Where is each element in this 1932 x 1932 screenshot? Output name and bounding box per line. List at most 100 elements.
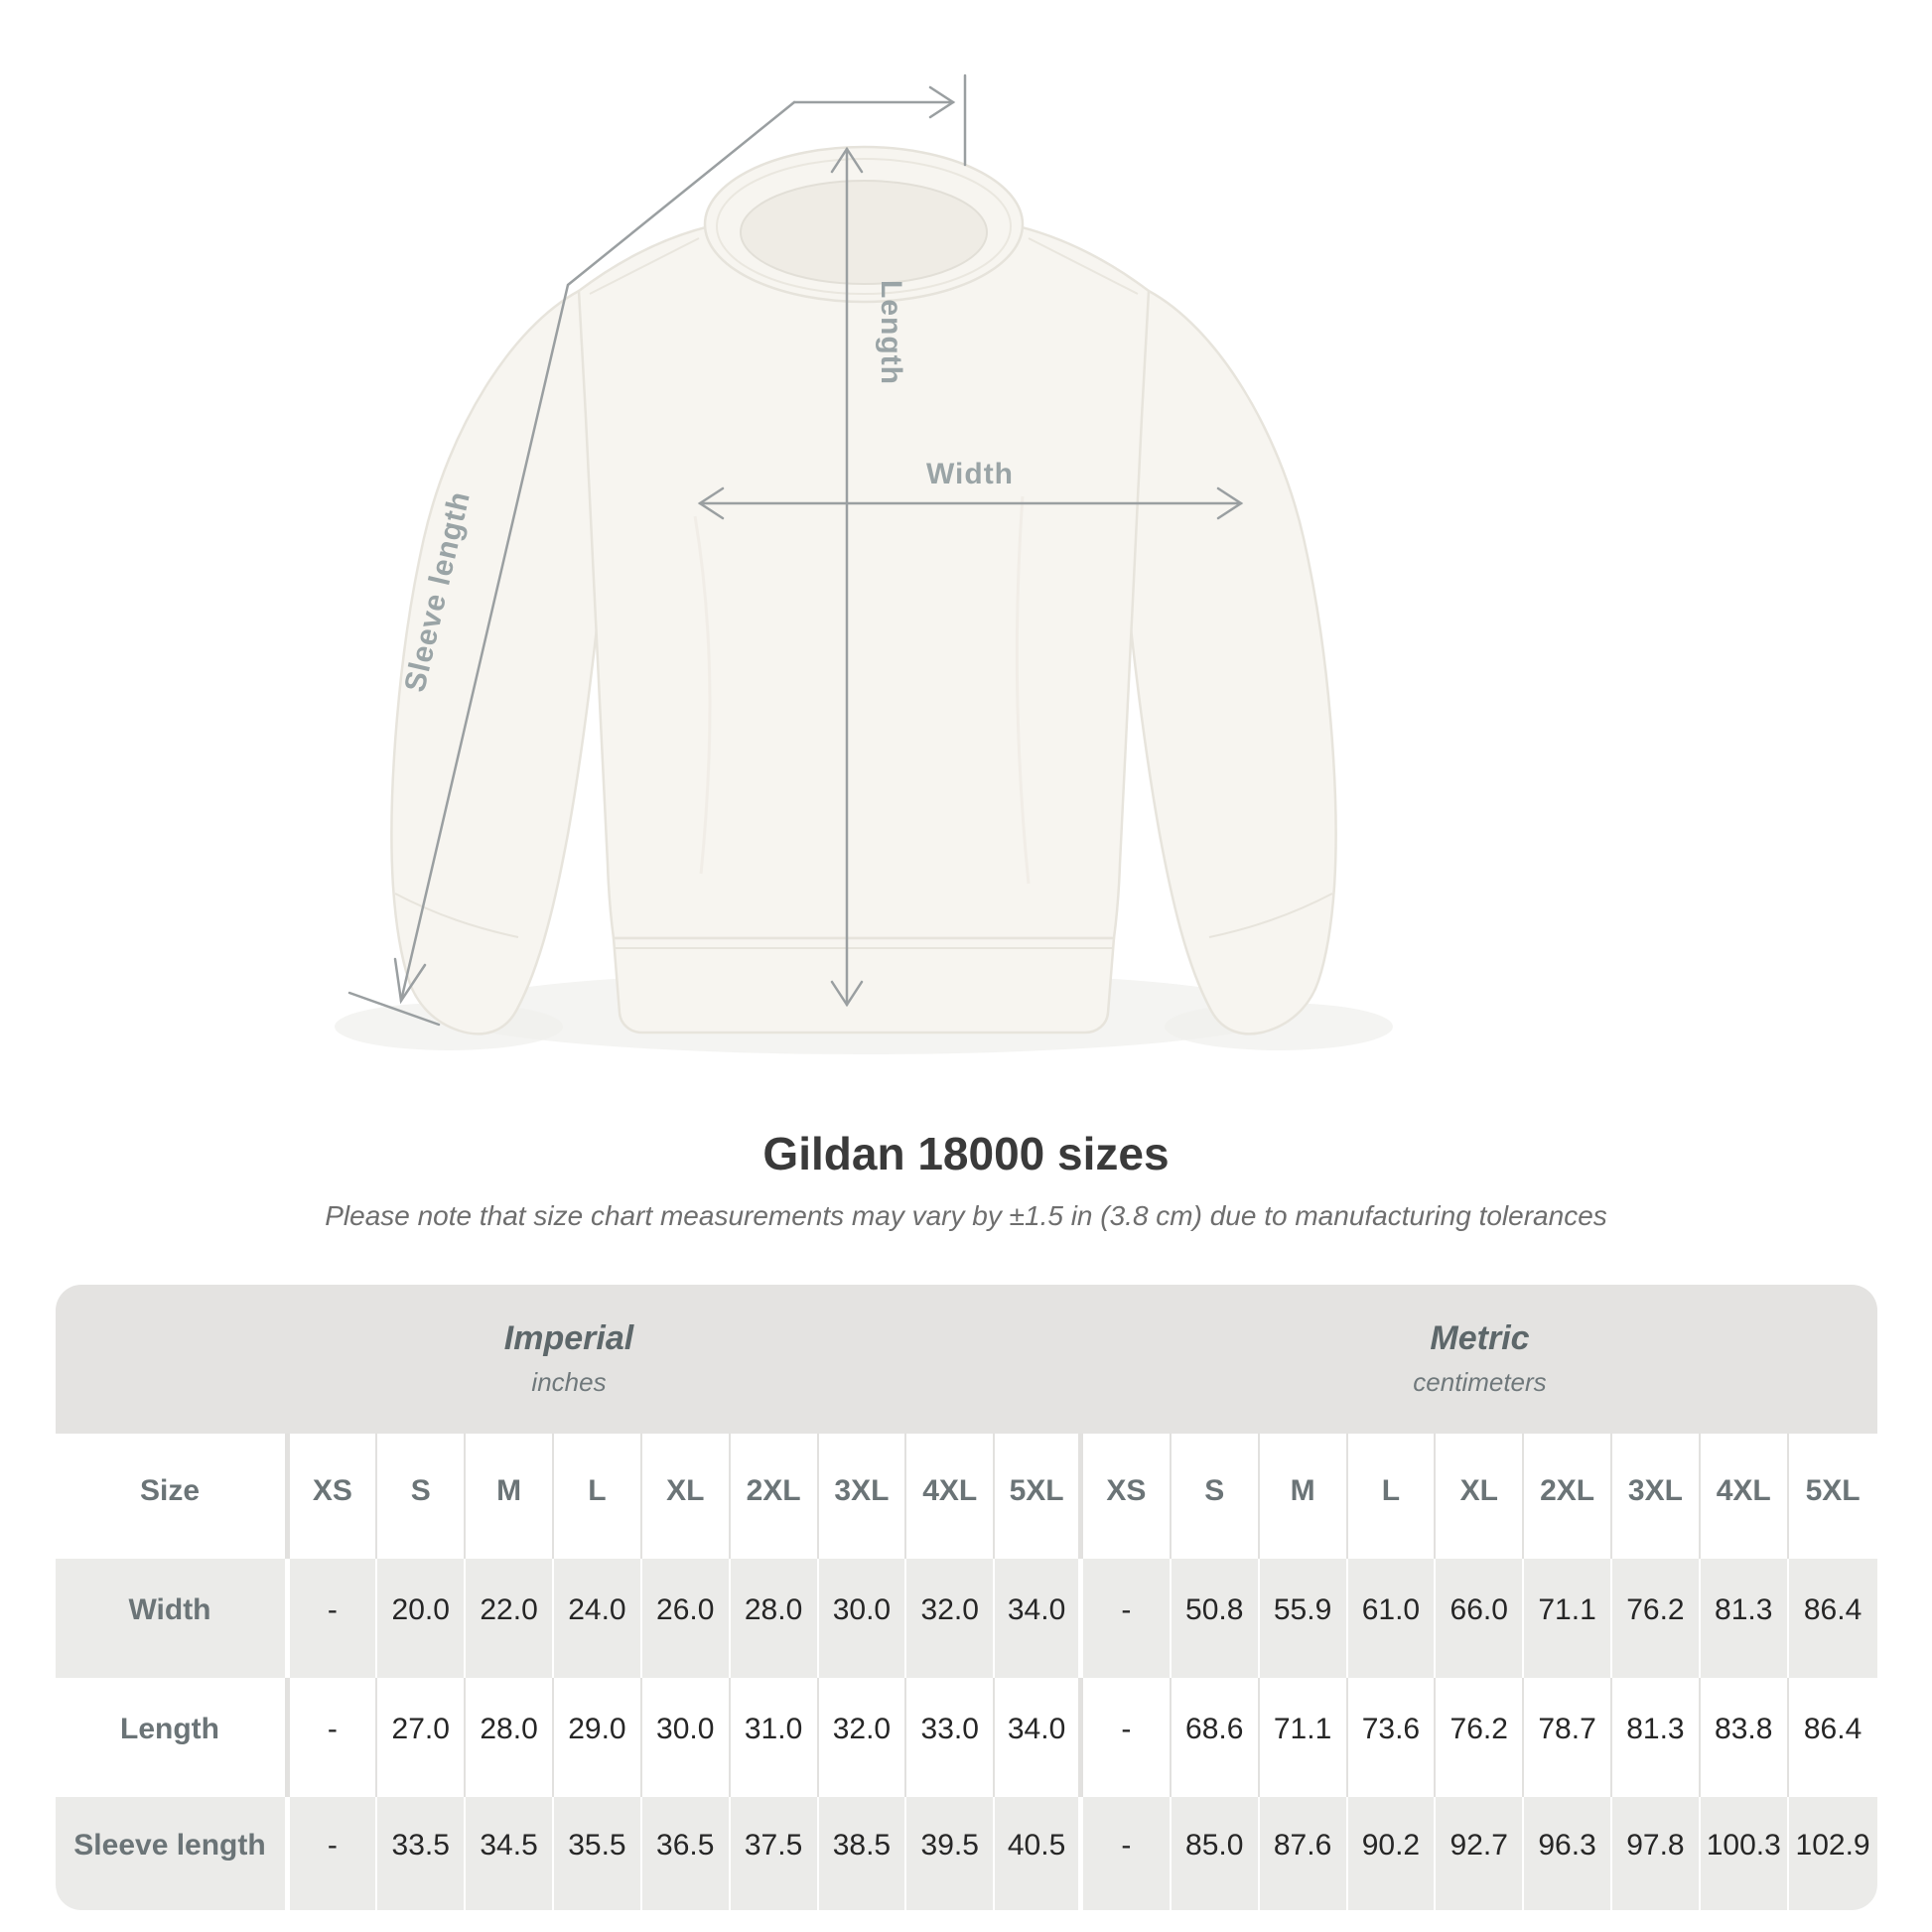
body-panel	[577, 213, 1151, 940]
table-cell: 27.0	[377, 1677, 467, 1797]
size-col: 5XL	[995, 1433, 1083, 1559]
table-cell: 32.0	[906, 1558, 996, 1678]
page-title: Gildan 18000 sizes	[762, 1128, 1170, 1179]
right-cuff-seam	[1208, 893, 1333, 938]
table-cell: 32.0	[819, 1677, 907, 1797]
metric-group: Metric centimeters	[1083, 1285, 1877, 1434]
table-cell: 83.8	[1701, 1677, 1789, 1797]
table-cell: 20.0	[377, 1558, 467, 1678]
table-cell: 35.5	[554, 1796, 642, 1910]
table-cell: -	[1083, 1558, 1172, 1678]
row-label: Length	[56, 1677, 290, 1797]
table-cell: -	[290, 1677, 378, 1797]
table-cell: 29.0	[554, 1677, 642, 1797]
size-col: S	[377, 1433, 467, 1559]
table-cell: 76.2	[1436, 1677, 1525, 1797]
width-label: Width	[926, 458, 1014, 490]
size-col: 3XL	[1612, 1433, 1701, 1559]
length-measure-line	[830, 146, 864, 1008]
table-row-length: Length - 27.0 28.0 29.0 30.0 31.0 32.0 3…	[55, 1677, 1877, 1797]
size-col: XL	[1436, 1433, 1525, 1559]
table-cell: -	[290, 1558, 378, 1678]
sleeve-length-measure-line	[347, 73, 967, 1027]
fold-lines	[693, 495, 1031, 885]
size-col: M	[466, 1433, 554, 1559]
sweatshirt-illustration	[390, 145, 1337, 1035]
table-cell: 78.7	[1524, 1677, 1612, 1797]
table-cell: 34.5	[466, 1796, 554, 1910]
table-cell: 22.0	[466, 1558, 554, 1678]
size-column-header: Size	[56, 1433, 290, 1559]
table-cell: 100.3	[1701, 1796, 1789, 1910]
unit-group-header: Imperial inches Metric centimeters	[55, 1284, 1877, 1434]
table-cell: 34.0	[995, 1558, 1083, 1678]
table-cell: 30.0	[642, 1677, 731, 1797]
size-col: 5XL	[1805, 1473, 1861, 1507]
sweatshirt-diagram-svg: Length Width Sleeve length	[335, 73, 1393, 1054]
length-label: Length	[875, 280, 907, 385]
table-cell: 81.3	[1701, 1558, 1789, 1678]
table-cell: 86.4	[1803, 1592, 1863, 1626]
table-cell: 50.8	[1172, 1558, 1260, 1678]
size-col: M	[1260, 1433, 1348, 1559]
table-cell: 36.5	[642, 1796, 731, 1910]
size-col: XL	[642, 1433, 731, 1559]
table-cell: 87.6	[1260, 1796, 1348, 1910]
size-col: 4XL	[1701, 1433, 1789, 1559]
table-cell: 66.0	[1436, 1558, 1525, 1678]
table-cell: 38.5	[819, 1796, 907, 1910]
width-measure-line	[697, 486, 1244, 520]
size-col: 2XL	[1524, 1433, 1612, 1559]
table-row-width: Width - 20.0 22.0 24.0 26.0 28.0 30.0 32…	[55, 1558, 1877, 1678]
imperial-units: inches	[531, 1367, 607, 1398]
row-label: Sleeve length	[56, 1796, 290, 1910]
table-cell: 31.0	[731, 1677, 819, 1797]
table-cell: 55.9	[1260, 1558, 1348, 1678]
size-diagram: Length Width Sleeve length	[335, 73, 1393, 1054]
imperial-label: Imperial	[503, 1319, 634, 1358]
size-col: L	[1348, 1433, 1437, 1559]
table-cell: 71.1	[1260, 1677, 1348, 1797]
size-header-row: Size XS S M L XL 2XL 3XL 4XL 5XL XS S M …	[55, 1433, 1877, 1559]
metric-units: centimeters	[1413, 1367, 1547, 1398]
size-col: 2XL	[731, 1433, 819, 1559]
table-cell: 86.4	[1803, 1712, 1863, 1745]
table-cell: 97.8	[1612, 1796, 1701, 1910]
table-cell: 61.0	[1348, 1558, 1437, 1678]
table-cell: 102.9	[1795, 1828, 1870, 1862]
table-cell: 92.7	[1436, 1796, 1525, 1910]
table-cell: 71.1	[1524, 1558, 1612, 1678]
table-cell: 28.0	[466, 1677, 554, 1797]
table-cell: 26.0	[642, 1558, 731, 1678]
table-cell: 34.0	[995, 1677, 1083, 1797]
metric-label: Metric	[1430, 1319, 1530, 1358]
table-cell: 90.2	[1348, 1796, 1437, 1910]
table-cell: 81.3	[1612, 1677, 1701, 1797]
right-sleeve	[1112, 289, 1337, 1035]
table-cell: 33.0	[906, 1677, 996, 1797]
table-cell: 30.0	[819, 1558, 907, 1678]
table-cell: 33.5	[377, 1796, 467, 1910]
table-rows: Size XS S M L XL 2XL 3XL 4XL 5XL XS S M …	[55, 1433, 1877, 1910]
table-cell: 28.0	[731, 1558, 819, 1678]
size-col: 4XL	[906, 1433, 996, 1559]
table-cell: 85.0	[1172, 1796, 1260, 1910]
size-col: XS	[290, 1433, 378, 1559]
shoulder-seams	[589, 237, 1139, 295]
size-table: Imperial inches Metric centimeters Size …	[55, 1284, 1877, 1910]
table-cell: 96.3	[1524, 1796, 1612, 1910]
table-cell: 68.6	[1172, 1677, 1260, 1797]
table-cell: 39.5	[906, 1796, 996, 1910]
collar-rib-seam	[716, 158, 1012, 295]
collar-opening	[740, 180, 988, 285]
tolerance-note: Please note that size chart measurements…	[325, 1199, 1607, 1231]
table-cell: -	[290, 1796, 378, 1910]
left-cuff-seam	[394, 893, 519, 938]
row-label: Width	[56, 1558, 290, 1678]
table-cell: 73.6	[1348, 1677, 1437, 1797]
table-row-sleeve-length: Sleeve length - 33.5 34.5 35.5 36.5 37.5…	[55, 1796, 1877, 1910]
table-cell: -	[1083, 1796, 1172, 1910]
waistband	[612, 936, 1116, 1035]
imperial-group: Imperial inches	[56, 1285, 1083, 1434]
table-cell: 24.0	[554, 1558, 642, 1678]
